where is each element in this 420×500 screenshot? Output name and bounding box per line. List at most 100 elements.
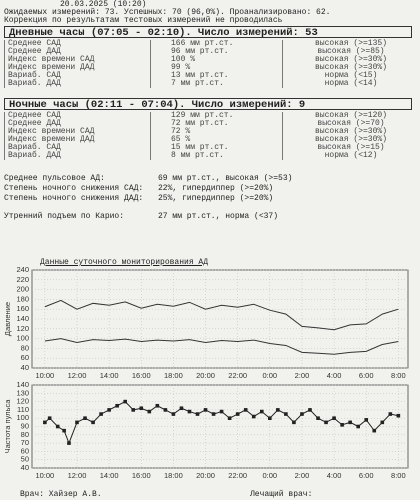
row-assessment: норма (<12) [282,152,416,160]
y-tick-label: 110 [17,405,29,414]
data-point [388,412,393,416]
row-label: Среднее САД [4,112,148,120]
y-tick-label: 80 [21,430,29,439]
y-tick-label: 140 [16,314,29,323]
extra-label: Степень ночного снижения САД: [4,184,144,193]
data-point [276,408,280,412]
extra-label: Утренний подъем по Карио: [4,212,125,221]
row-label: Вариаб. ДАД [4,80,148,88]
data-point [83,416,87,420]
y-tick-label: 140 [16,380,29,389]
data-point [364,418,369,422]
row-value: 8 мм рт.ст. [150,152,291,160]
y-tick-label: 40 [21,463,29,472]
data-point [372,428,377,433]
data-point [67,441,71,445]
data-point [131,408,136,412]
data-point [219,409,224,414]
x-tick-label: 12:00 [68,471,87,480]
y-axis-label: Частота пульса [3,399,12,454]
row-value: 100 % [150,56,291,64]
row-value: 96 мм рт.ст. [150,48,291,56]
x-tick-label: 10:00 [35,371,54,380]
data-line [44,338,399,355]
y-tick-label: 120 [16,397,29,406]
y-tick-label: 240 [16,265,29,274]
correction: Коррекция по результатам тестовых измере… [4,16,283,25]
row-label: Вариаб. САД [4,72,148,80]
row-assessment: высокая (>=120) [282,112,416,120]
y-tick-label: 60 [21,446,29,455]
data-line [44,400,399,445]
row-value: 13 мм рт.ст. [150,72,291,80]
x-tick-label: 4:00 [327,371,342,380]
data-point [348,420,352,425]
row-assessment: высокая (>=85) [282,48,416,56]
data-point [179,406,184,411]
row-label: Вариаб. ДАД [4,152,148,160]
extra-label: Среднее пульсовое АД: [4,174,105,183]
plot-frame [31,269,409,369]
data-point [268,416,272,420]
data-point [380,420,385,425]
x-tick-label: 4:00 [327,471,342,480]
charts-title: Данные суточного мониторирования АД [40,258,209,267]
row-assessment: высокая (>=30%) [282,56,416,64]
x-tick-label: 20:00 [196,471,215,480]
data-point [356,424,360,429]
extra-value: 25%, гипердиппер (>=20%) [158,194,274,203]
x-tick-label: 18:00 [164,371,183,380]
data-point [324,420,328,425]
y-tick-label: 90 [21,421,29,430]
data-point [47,416,52,420]
y-tick-label: 180 [16,294,29,303]
row-label: Индекс времени ДАД [4,64,148,72]
y-axis-label: Давление [3,302,12,336]
x-tick-label: 8:00 [391,471,406,480]
data-point [187,409,192,414]
row-assessment: высокая (>=30%) [282,136,416,144]
data-point [292,420,296,425]
data-point [55,424,60,429]
y-tick-label: 160 [16,304,29,313]
y-tick-label: 50 [21,455,29,464]
row-value: 99 % [150,64,291,72]
data-point [235,412,240,416]
y-tick-label: 60 [21,353,29,362]
x-tick-label: 18:00 [164,471,183,480]
x-tick-label: 14:00 [100,371,119,380]
data-point [91,420,95,425]
row-assessment: высокая (>=15) [282,144,416,152]
row-value: 7 мм рт.ст. [150,80,291,88]
data-point [211,412,216,416]
data-point [284,412,288,416]
data-point [155,403,160,408]
row-assessment: норма (<15) [282,72,416,80]
data-point [123,399,127,404]
row-value: 166 мм рт.ст. [150,40,291,48]
y-tick-label: 120 [16,324,29,333]
y-tick-label: 130 [16,388,29,397]
y-tick-label: 80 [21,343,29,352]
doctor: Врач: Хайзер А.В. [20,490,102,499]
extra-label: Степень ночного снижения ДАД: [4,194,144,203]
y-tick-label: 220 [16,275,29,284]
summary: Ожидаемых измерений: 73. Успешных: 70 (9… [4,8,331,17]
x-tick-label: 2:00 [295,471,310,480]
attending: Лечащий врач: [250,490,313,499]
row-label: Индекс времени ДАД [4,136,148,144]
row-value: 65 % [150,136,291,144]
x-tick-label: 16:00 [132,371,151,380]
y-tick-label: 100 [16,413,29,422]
row-assessment: высокая (>=135) [282,40,416,48]
start: 20.03.2025 (10:20) [60,0,147,9]
data-point [163,408,168,412]
y-tick-label: 40 [21,363,29,372]
row-label: Среднее ДАД [4,120,148,128]
data-point [195,412,200,416]
data-point [227,416,232,420]
data-point [43,420,47,425]
x-tick-label: 22:00 [228,371,247,380]
